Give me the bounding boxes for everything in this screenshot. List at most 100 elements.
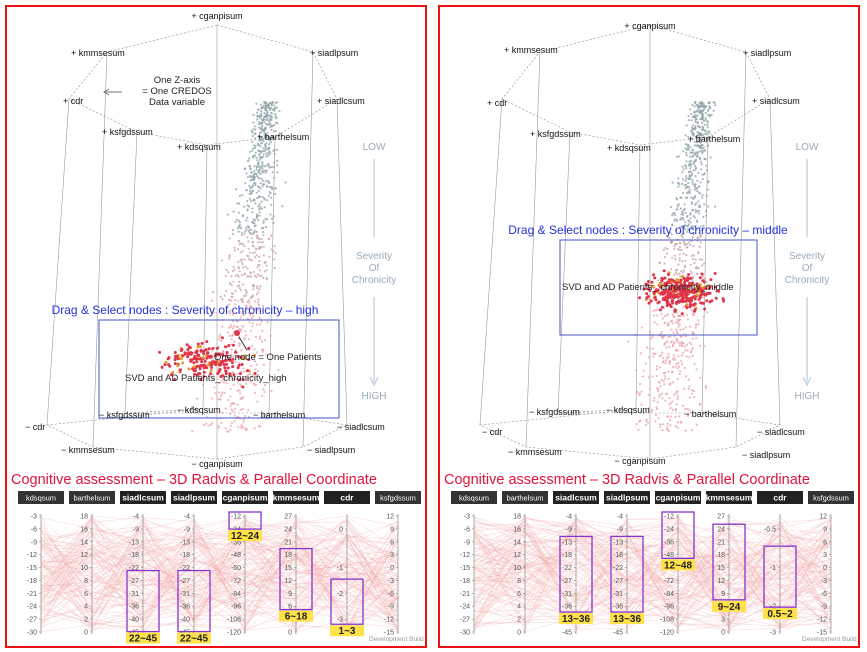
patient-node[interactable] [255, 156, 258, 159]
patient-node[interactable] [257, 298, 260, 301]
selected-patient-node[interactable] [654, 298, 658, 302]
patient-node[interactable] [260, 112, 263, 115]
patient-node[interactable] [248, 321, 251, 324]
axis-header-label[interactable]: barthelsum [506, 494, 543, 503]
patient-node[interactable] [691, 132, 694, 135]
patient-node[interactable] [281, 205, 284, 208]
patient-node[interactable] [254, 183, 257, 187]
patient-node[interactable] [270, 248, 273, 251]
patient-node[interactable] [237, 372, 240, 375]
patient-node[interactable] [234, 360, 237, 363]
selected-patient-node[interactable] [696, 284, 700, 288]
patient-node[interactable] [701, 173, 704, 176]
selected-patient-node[interactable] [214, 352, 218, 356]
patient-node[interactable] [680, 344, 684, 347]
selected-patient-node[interactable] [666, 302, 670, 305]
radvis-area[interactable] [478, 24, 781, 460]
patient-node[interactable] [244, 414, 247, 418]
patient-node[interactable] [684, 407, 687, 411]
patient-node[interactable] [254, 145, 257, 148]
selected-patient-node[interactable] [649, 299, 653, 303]
patient-node[interactable] [262, 171, 265, 174]
selected-patient-node[interactable] [237, 363, 241, 367]
selected-patient-node[interactable] [681, 283, 685, 287]
patient-node[interactable] [258, 117, 261, 120]
patient-node[interactable] [258, 120, 261, 124]
patient-node[interactable] [691, 148, 694, 151]
patient-node[interactable] [690, 171, 693, 174]
patient-node[interactable] [652, 314, 656, 317]
patient-node[interactable] [679, 230, 682, 234]
patient-node[interactable] [261, 179, 265, 182]
patient-node[interactable] [220, 421, 223, 425]
selected-patient-node[interactable] [220, 336, 224, 340]
patient-node[interactable] [694, 211, 697, 214]
patient-node[interactable] [239, 298, 242, 301]
patient-node[interactable] [688, 356, 691, 359]
patient-node[interactable] [243, 272, 246, 275]
selected-patient-node[interactable] [176, 357, 180, 361]
radvis-parallel-view-middle[interactable]: + cganpisum+ kmmsesum + siadlpsum+ cdr + s… [440, 7, 858, 646]
patient-node[interactable] [250, 186, 253, 189]
patient-node[interactable] [694, 258, 697, 261]
patient-node[interactable] [648, 330, 651, 334]
patient-node[interactable] [684, 375, 688, 378]
patient-node[interactable] [261, 241, 264, 244]
patient-node[interactable] [700, 234, 703, 237]
patient-node[interactable] [690, 151, 693, 154]
selected-patient-node[interactable] [200, 363, 204, 367]
patient-node[interactable] [704, 132, 707, 136]
selected-patient-node[interactable] [218, 368, 222, 371]
patient-node[interactable] [696, 104, 699, 107]
patient-node[interactable] [251, 325, 254, 328]
patient-node[interactable] [669, 268, 673, 271]
patient-node[interactable] [215, 357, 218, 361]
patient-node[interactable] [251, 295, 254, 298]
patient-node[interactable] [258, 208, 261, 211]
patient-node[interactable] [686, 143, 689, 146]
patient-node[interactable] [700, 128, 704, 131]
patient-node[interactable] [677, 185, 680, 188]
patient-node[interactable] [704, 119, 707, 122]
selected-patient-node[interactable] [186, 355, 190, 359]
patient-node[interactable] [237, 202, 241, 205]
patient-node[interactable] [683, 208, 686, 211]
patient-node[interactable] [234, 407, 237, 410]
selected-patient-node[interactable] [187, 367, 191, 371]
selected-patient-node[interactable] [710, 299, 714, 303]
patient-node[interactable] [664, 371, 667, 374]
patient-node[interactable] [253, 176, 256, 179]
axis-anchor-label[interactable]: + cganpisum [624, 21, 675, 31]
patient-node[interactable] [254, 307, 257, 310]
patient-node[interactable] [228, 412, 232, 415]
patient-node[interactable] [703, 345, 706, 348]
patient-node[interactable] [655, 374, 658, 377]
patient-node[interactable] [207, 424, 210, 427]
patient-node[interactable] [687, 147, 690, 150]
patient-node[interactable] [687, 190, 690, 193]
patient-node[interactable] [248, 275, 251, 278]
patient-node[interactable] [664, 359, 668, 362]
axis-header[interactable] [502, 491, 548, 504]
patient-node[interactable] [677, 322, 680, 325]
selected-patient-node[interactable] [698, 276, 702, 280]
patient-node[interactable] [237, 426, 240, 429]
patient-node[interactable] [257, 170, 260, 173]
patient-node[interactable] [195, 407, 198, 410]
selected-patient-node[interactable] [178, 368, 182, 372]
patient-node[interactable] [251, 344, 254, 348]
patient-node[interactable] [232, 265, 235, 268]
patient-node[interactable] [253, 125, 256, 128]
patient-node[interactable] [238, 270, 241, 273]
selected-patient-node[interactable] [673, 310, 677, 313]
selected-patient-node[interactable] [681, 297, 685, 300]
selected-patient-node[interactable] [224, 345, 227, 349]
patient-node[interactable] [699, 118, 702, 121]
patient-node[interactable] [196, 397, 199, 400]
patient-node[interactable] [258, 202, 261, 206]
patient-node[interactable] [660, 392, 663, 395]
patient-node[interactable] [242, 367, 245, 370]
patient-node[interactable] [689, 140, 692, 143]
patient-node[interactable] [659, 385, 662, 388]
patient-node[interactable] [688, 188, 691, 191]
